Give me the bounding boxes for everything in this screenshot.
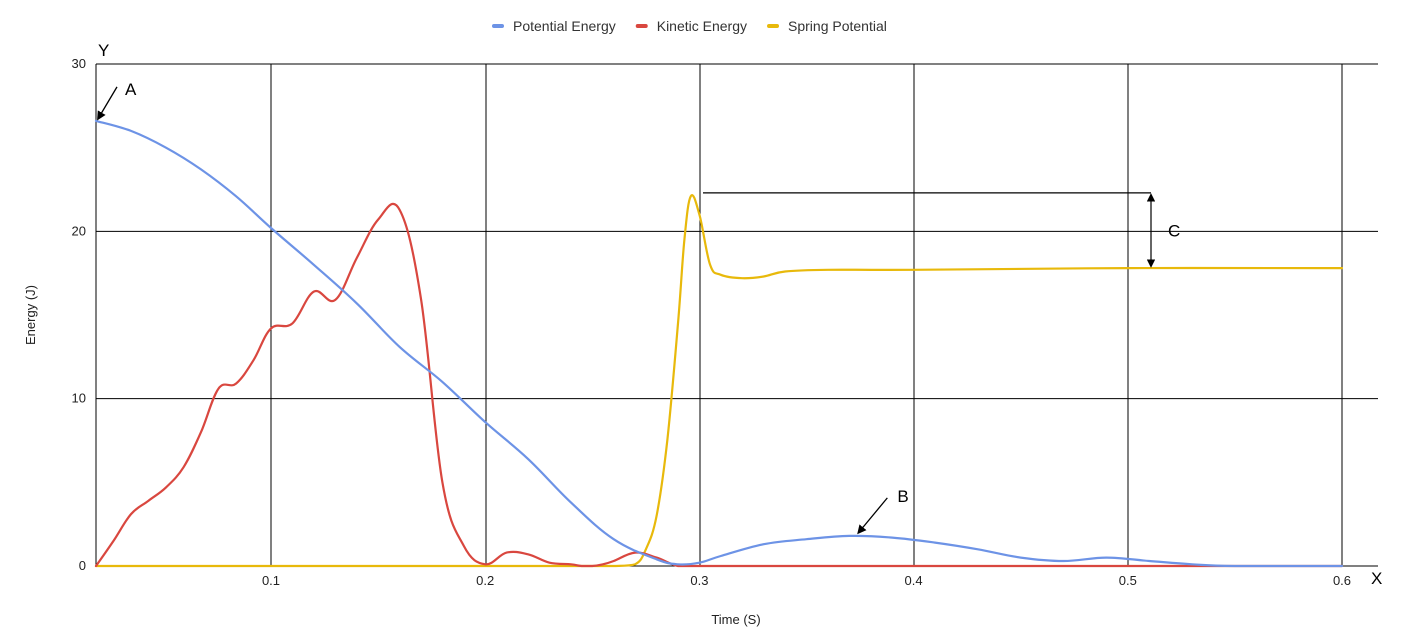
annotations: A B C xyxy=(97,80,1180,535)
legend-swatch xyxy=(635,24,648,28)
x-axis-label: Time (S) xyxy=(711,612,760,627)
y-tick-labels: 0 10 20 30 xyxy=(72,56,86,573)
y-tick-label: 10 xyxy=(72,391,86,406)
x-tick-label: 0.4 xyxy=(905,573,923,588)
annotation-a-label: A xyxy=(125,80,137,99)
y-tick-label: 20 xyxy=(72,223,86,238)
annotation-a-arrow xyxy=(97,86,118,121)
legend-swatch xyxy=(767,24,780,28)
series-lines xyxy=(94,119,1344,568)
annotation-b-label: B xyxy=(897,487,908,506)
y-tick-label: 0 xyxy=(79,558,86,573)
y-axis-label: Energy (J) xyxy=(23,285,38,345)
legend-label: Spring Potential xyxy=(788,18,887,34)
legend: Potential Energy Kinetic Energy Spring Pot… xyxy=(492,18,887,34)
series-line-potential-energy xyxy=(94,119,1344,568)
legend-label: Potential Energy xyxy=(513,18,616,34)
x-axis-letter: X xyxy=(1371,569,1382,588)
grid xyxy=(95,63,1378,567)
series-line-spring-potential xyxy=(94,194,1344,568)
legend-swatch xyxy=(492,24,504,28)
y-tick-label: 30 xyxy=(72,56,86,71)
annotation-b-arrow xyxy=(857,497,888,535)
annotation-c-label: C xyxy=(1168,221,1180,240)
x-tick-label: 0.5 xyxy=(1119,573,1137,588)
series-line-kinetic-energy xyxy=(94,202,1344,568)
legend-label: Kinetic Energy xyxy=(657,18,747,34)
x-tick-label: 0.2 xyxy=(476,573,494,588)
x-tick-label: 0.1 xyxy=(262,573,280,588)
x-tick-labels: 0.1 0.2 0.3 0.4 0.5 0.6 xyxy=(262,573,1351,588)
y-axis-letter: Y xyxy=(98,41,109,60)
x-tick-label: 0.3 xyxy=(690,573,708,588)
x-tick-label: 0.6 xyxy=(1333,573,1351,588)
